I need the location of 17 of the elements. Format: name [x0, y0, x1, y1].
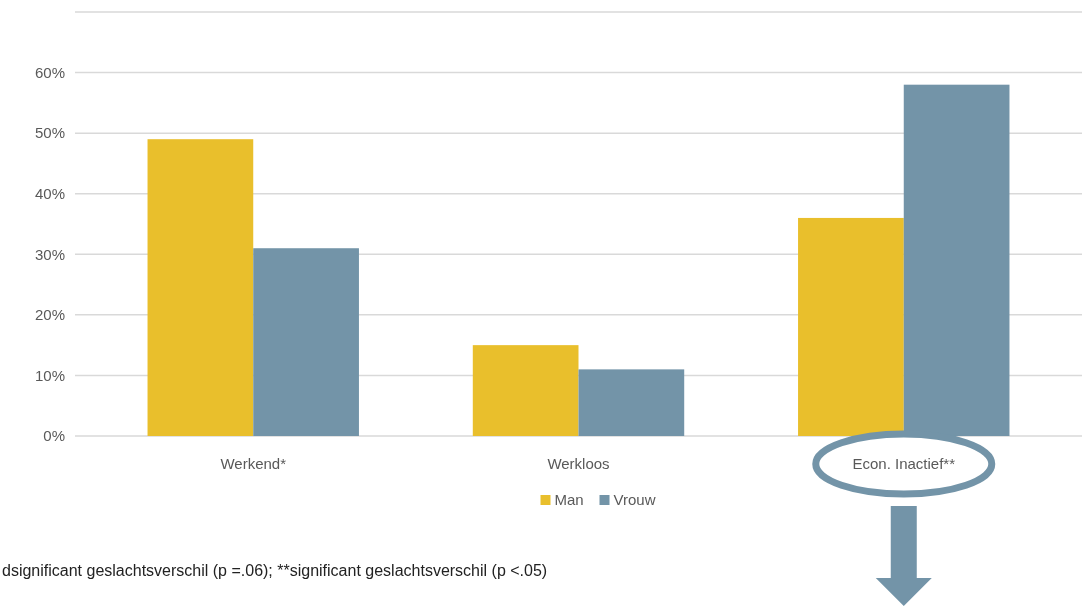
legend-label: Man [554, 491, 584, 509]
y-tick-label: 30% [34, 245, 65, 263]
bar [253, 248, 359, 436]
y-tick-label: 0% [43, 427, 65, 445]
bar [147, 139, 254, 436]
x-tick-label: Econ. Inactief** [852, 455, 956, 473]
legend-label: Vrouw [613, 491, 656, 509]
y-tick-label: 20% [34, 306, 65, 324]
y-tick-label: 60% [34, 63, 65, 81]
x-tick-label: Werkloos [547, 455, 610, 473]
bar [472, 345, 579, 436]
y-tick-label: 10% [34, 366, 65, 384]
y-tick-label: 50% [34, 124, 65, 142]
text: dsignificant geslachtsverschil (p =.06); **significant geslachtsverschil (p <.05) [2, 562, 548, 579]
bar [578, 369, 685, 436]
x-tick-label: Werkend* [220, 455, 287, 473]
y-tick-label: 40% [34, 184, 65, 202]
